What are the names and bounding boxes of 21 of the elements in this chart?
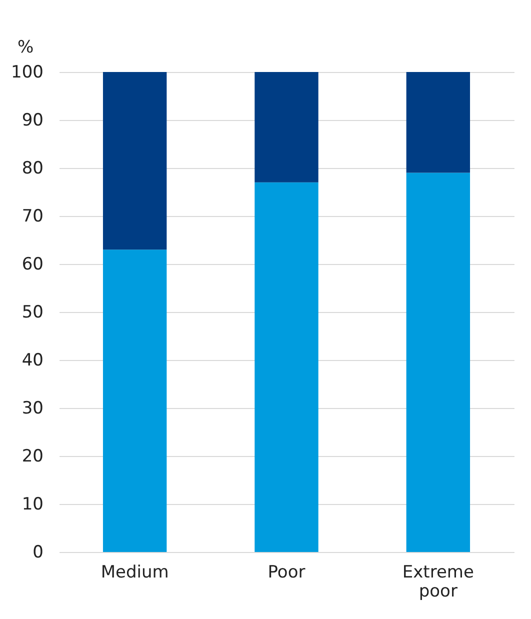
y-tick-label: 90	[22, 110, 44, 130]
y-tick-label: 0	[32, 542, 44, 562]
y-tick-label: 70	[22, 206, 44, 226]
y-tick-label: 60	[22, 254, 44, 274]
y-tick-label: 40	[22, 350, 44, 370]
bar	[102, 72, 167, 250]
y-tick-label: 100	[11, 62, 44, 82]
x-tick-label: Poor	[268, 562, 306, 582]
y-tick-label: 50	[22, 302, 44, 322]
x-tick-label: Medium	[100, 562, 169, 582]
x-tick-label: Extreme poor	[402, 562, 474, 602]
bar	[254, 72, 318, 182]
y-tick-label: 80	[22, 158, 44, 178]
bar	[102, 250, 167, 552]
y-tick-label: 10	[22, 494, 44, 514]
bar	[254, 182, 318, 552]
bar	[406, 172, 470, 552]
y-tick-label: 30	[22, 398, 44, 418]
y-tick-label: 20	[22, 446, 44, 466]
y-axis-title: %	[18, 38, 34, 58]
bar	[406, 72, 470, 173]
